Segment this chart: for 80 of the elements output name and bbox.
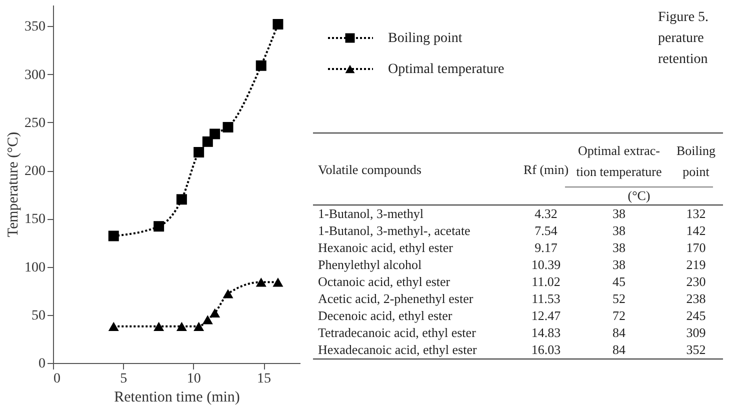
- y-tick-label: 300: [24, 68, 46, 83]
- point: [256, 278, 266, 287]
- y-tick-label: 150: [24, 212, 46, 228]
- text: 352: [686, 342, 706, 357]
- point: [222, 122, 234, 132]
- text: Hexadecanoic acid, ethyl ester: [318, 342, 478, 357]
- point: [154, 221, 164, 232]
- point: [272, 19, 284, 30]
- text: tion temperature: [576, 164, 662, 179]
- text: 238: [686, 291, 706, 306]
- text: 38: [612, 257, 626, 272]
- text: 72: [612, 308, 626, 323]
- point: [194, 322, 204, 331]
- point: [202, 136, 213, 147]
- text: Volatile compounds: [318, 162, 422, 177]
- point: [108, 322, 119, 331]
- text: 12.47: [531, 308, 562, 323]
- point: [272, 278, 284, 287]
- point: [222, 289, 234, 298]
- text: 4.32: [534, 206, 558, 221]
- legend-label: Optimal temperature: [388, 62, 504, 77]
- text: 14.83: [531, 325, 561, 340]
- text: Decenoic acid, ethyl ester: [318, 308, 453, 323]
- y-tick-label: 100: [24, 260, 46, 276]
- text: 16.03: [531, 342, 561, 357]
- x-tick-label: 10: [186, 372, 201, 386]
- text: 309: [686, 325, 706, 340]
- text: retention: [658, 52, 708, 67]
- text: 52: [612, 291, 626, 306]
- text: Rf (min): [523, 162, 569, 177]
- text: 38: [612, 240, 626, 255]
- text: point: [682, 164, 710, 179]
- point: [202, 315, 213, 324]
- text: 38: [612, 223, 626, 238]
- text: Hexanoic acid, ethyl ester: [318, 240, 454, 255]
- point: [154, 322, 164, 331]
- text: Phenylethyl alcohol: [318, 257, 422, 272]
- point: [108, 230, 119, 242]
- point: [194, 147, 204, 158]
- text: Optimal extrac-: [578, 143, 660, 158]
- point: [256, 60, 266, 71]
- text: 45: [612, 274, 626, 289]
- text: 245: [686, 308, 706, 323]
- x-tick-label: 0: [54, 372, 60, 386]
- text: Octanoic acid, ethyl ester: [318, 274, 451, 289]
- text: 84: [612, 325, 626, 340]
- text: 7.54: [534, 223, 558, 238]
- x-axis-title: Retention time (min): [114, 390, 240, 406]
- text: 219: [686, 257, 706, 272]
- text: 170: [686, 240, 706, 255]
- point: [176, 322, 187, 331]
- y-tick-label: 350: [24, 20, 46, 35]
- text: 9.17: [534, 240, 558, 255]
- y-tick-label: 250: [24, 116, 46, 131]
- caption: Figure 5.: [658, 10, 709, 25]
- text: Boiling: [676, 143, 716, 158]
- point: [176, 194, 187, 205]
- text: Tetradecanoic acid, ethyl ester: [318, 325, 477, 340]
- text: 11.53: [532, 291, 560, 306]
- text: 10.39: [531, 257, 561, 272]
- text: (°C): [628, 188, 650, 203]
- text: 142: [686, 223, 706, 238]
- text: 84: [612, 342, 626, 357]
- y-tick-label: 0: [38, 356, 46, 372]
- y-axis-title: Temperature (°C): [6, 132, 22, 238]
- text: 132: [686, 206, 706, 221]
- y-tick-label: 200: [24, 164, 46, 180]
- point: [210, 308, 220, 318]
- text: 11.02: [532, 274, 560, 289]
- legend-label: Boiling point: [388, 31, 462, 46]
- text: 38: [612, 206, 626, 221]
- text: 230: [686, 274, 706, 289]
- x-tick-label: 5: [120, 372, 128, 386]
- text: perature: [658, 31, 704, 46]
- text: 1-Butanol, 3-methyl: [318, 206, 424, 221]
- y-tick-label: 50: [32, 308, 46, 324]
- x-tick-label: 15: [257, 372, 272, 386]
- text: Acetic acid, 2-phenethyl ester: [318, 291, 474, 306]
- point: [210, 128, 220, 140]
- text: 1-Butanol, 3-methyl-, acetate: [318, 223, 471, 238]
